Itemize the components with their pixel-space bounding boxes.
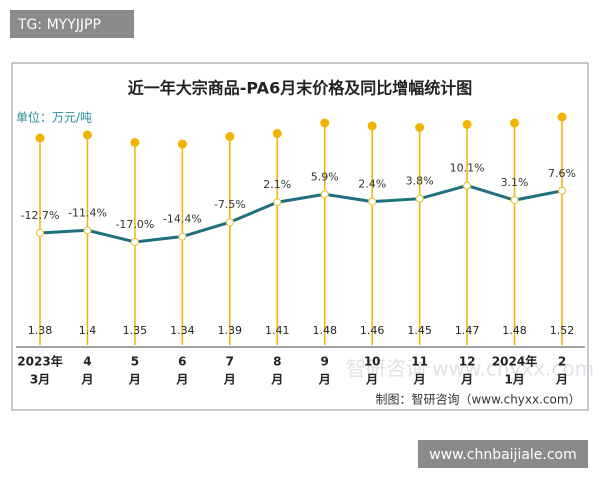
footer-badge: www.chnbaijiale.com — [429, 447, 577, 463]
lollipop-head — [367, 121, 377, 131]
line-label: 5.9% — [311, 170, 339, 183]
line-label: 3.8% — [406, 175, 434, 188]
line-point — [83, 226, 92, 235]
x-tick-label: 12 — [459, 355, 476, 369]
footer-badge-box — [418, 440, 588, 468]
x-tick-label: 月 — [270, 373, 283, 387]
line-label: -12.7% — [21, 209, 60, 222]
line — [39, 184, 563, 244]
x-tick-label: 9 — [321, 355, 329, 369]
x-tick-label: 6 — [178, 355, 186, 369]
line-point — [462, 181, 472, 190]
lollipop-head — [320, 118, 330, 128]
line-point — [320, 190, 329, 199]
x-tick-label: 2023年 — [17, 354, 62, 369]
lollipop-head — [510, 118, 520, 128]
line-point — [273, 198, 282, 207]
x-tick-label: 7 — [226, 355, 234, 369]
value-label: 1.41 — [265, 324, 290, 337]
x-tick-label: 10 — [364, 355, 381, 369]
x-tick-label: 4 — [83, 355, 91, 369]
lollipop-head — [177, 139, 187, 149]
line-point — [557, 186, 567, 195]
x-tick-label: 月 — [460, 373, 473, 387]
lollipop-head — [462, 120, 472, 129]
line-point — [225, 218, 234, 227]
watermark: 智研咨询 www.chyxx.com — [346, 357, 594, 381]
line-label: 7.6% — [548, 167, 576, 180]
lollipop-head — [225, 132, 235, 141]
line-point — [510, 196, 519, 205]
badge-box — [10, 10, 134, 38]
line-label: 10.1% — [450, 162, 485, 175]
lollipop-head — [82, 130, 92, 140]
x-tick-label: 月 — [223, 373, 236, 387]
value-label: 1.47 — [455, 324, 480, 337]
value-label: 1.48 — [502, 324, 527, 337]
lollipop-head — [415, 123, 425, 132]
x-tick-label: 月 — [413, 373, 426, 387]
line-label: -14.4% — [163, 213, 202, 226]
unit-label: 单位：万元/吨 — [16, 110, 92, 125]
chart-title: 近一年大宗商品-PA6月末价格及同比增幅统计图 — [128, 79, 472, 98]
line-point — [415, 194, 424, 203]
x-tick-label: 5 — [131, 355, 139, 369]
line-point — [178, 232, 187, 241]
x-tick-label: 月 — [175, 373, 188, 387]
line-point — [130, 237, 140, 247]
source: 制图：智研咨询（www.chyxx.com） — [375, 392, 580, 407]
badge: TG: MYYJJPP — [17, 17, 101, 33]
value-label: 1.48 — [312, 324, 337, 337]
line-label: 2.4% — [358, 178, 386, 191]
line-label: 2.1% — [263, 178, 291, 191]
value-label: 1.39 — [218, 324, 243, 337]
x-tick-label: 3月 — [30, 373, 50, 387]
x-tick-label: 月 — [555, 373, 568, 387]
x-tick-label: 月 — [318, 373, 331, 387]
line-point — [368, 197, 377, 206]
value-label: 1.52 — [550, 324, 575, 337]
value-label: 1.34 — [170, 324, 195, 337]
value-label: 1.38 — [28, 324, 53, 337]
x-tick-label: 2 — [558, 355, 566, 369]
x-tick-label: 月 — [80, 373, 93, 387]
x-tick-label: 月 — [128, 373, 141, 387]
line-label: -11.4% — [68, 206, 107, 219]
x-tick-label: 8 — [273, 355, 281, 369]
value-label: 1.45 — [407, 324, 432, 337]
x-tick-label: 1月 — [504, 373, 524, 387]
x-tick-label: 2024年 — [492, 354, 537, 369]
line-label: 3.1% — [501, 176, 529, 189]
lollipop-head — [272, 129, 282, 138]
x-tick-label: 月 — [365, 373, 378, 387]
value-label: 1.4 — [79, 324, 97, 337]
line-label: -7.5% — [214, 198, 246, 211]
lollipop-head — [130, 138, 140, 147]
value-label: 1.35 — [123, 324, 148, 337]
line-point — [35, 228, 45, 238]
x-tick-label: 11 — [411, 355, 428, 369]
value-label: 1.46 — [360, 324, 385, 337]
lollipop-head — [557, 112, 567, 122]
lollipop-head — [35, 133, 45, 143]
line-label: -17.0% — [115, 218, 154, 231]
